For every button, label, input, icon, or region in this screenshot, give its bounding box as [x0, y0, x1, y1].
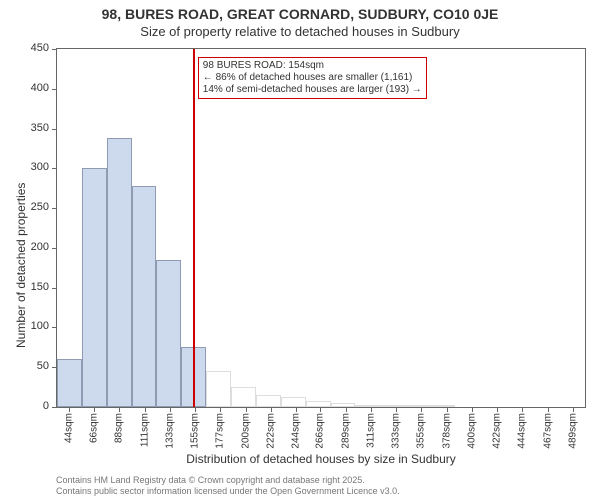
chart-title-desc: Size of property relative to detached ho…: [0, 24, 600, 39]
x-tick: 400sqm: [472, 407, 473, 412]
histogram-bar: [306, 401, 331, 407]
y-tick-label: 350: [31, 122, 49, 134]
x-tick: 355sqm: [421, 407, 422, 412]
histogram-bar: [57, 359, 82, 407]
annotation-box: 98 BURES ROAD: 154sqm ← 86% of detached …: [198, 57, 427, 99]
x-tick: 88sqm: [119, 407, 120, 412]
footer-line1: Contains HM Land Registry data © Crown c…: [56, 475, 400, 485]
y-tick-label: 0: [43, 400, 49, 412]
histogram-bar: [430, 405, 455, 407]
x-tick: 44sqm: [69, 407, 70, 412]
x-tick-label: 333sqm: [391, 413, 402, 449]
x-tick: 244sqm: [296, 407, 297, 412]
x-tick: 489sqm: [573, 407, 574, 412]
x-tick-label: 467sqm: [542, 413, 553, 449]
histogram-bar: [206, 371, 231, 407]
x-tick: 444sqm: [522, 407, 523, 412]
x-tick-label: 444sqm: [516, 413, 527, 449]
y-tick-label: 300: [31, 161, 49, 173]
x-tick-label: 400sqm: [466, 413, 477, 449]
y-tick-label: 50: [37, 360, 49, 372]
x-tick: 422sqm: [497, 407, 498, 412]
x-tick: 155sqm: [195, 407, 196, 412]
x-tick-label: 422sqm: [491, 413, 502, 449]
annotation-line1: 98 BURES ROAD: 154sqm: [203, 60, 422, 72]
y-tick-label: 150: [31, 281, 49, 293]
footer-attribution: Contains HM Land Registry data © Crown c…: [56, 475, 400, 496]
y-axis-label: Number of detached properties: [14, 183, 28, 348]
x-tick-label: 66sqm: [89, 413, 100, 443]
x-tick: 467sqm: [548, 407, 549, 412]
x-tick-label: 222sqm: [265, 413, 276, 449]
x-tick-label: 289sqm: [341, 413, 352, 449]
x-tick-label: 177sqm: [214, 413, 225, 449]
y-tick-label: 450: [31, 42, 49, 54]
histogram-bar: [405, 405, 430, 407]
x-tick: 222sqm: [271, 407, 272, 412]
x-tick-label: 111sqm: [140, 413, 151, 447]
histogram-bar: [156, 260, 181, 407]
footer-line2: Contains public sector information licen…: [56, 486, 400, 496]
property-marker-line: [193, 49, 195, 407]
x-tick: 311sqm: [371, 407, 372, 412]
x-tick: 289sqm: [346, 407, 347, 412]
x-axis-label: Distribution of detached houses by size …: [56, 452, 586, 466]
x-tick-label: 200sqm: [240, 413, 251, 449]
x-tick: 266sqm: [320, 407, 321, 412]
histogram-bar: [281, 397, 306, 407]
y-tick-label: 200: [31, 241, 49, 253]
x-tick-label: 378sqm: [442, 413, 453, 449]
histogram-bar: [231, 387, 256, 407]
x-tick: 111sqm: [145, 407, 146, 412]
y-tick-label: 250: [31, 201, 49, 213]
plot-area: 050100150200250300350400450 44sqm66sqm88…: [56, 48, 586, 408]
x-tick-label: 489sqm: [567, 413, 578, 449]
histogram-bar: [82, 168, 107, 407]
x-tick: 200sqm: [246, 407, 247, 412]
chart-container: 98, BURES ROAD, GREAT CORNARD, SUDBURY, …: [0, 0, 600, 500]
histogram-bar: [355, 405, 380, 407]
chart-title-address: 98, BURES ROAD, GREAT CORNARD, SUDBURY, …: [0, 6, 600, 22]
histogram-bar: [256, 395, 281, 407]
histogram-bar: [107, 138, 132, 407]
x-tick-label: 155sqm: [189, 413, 200, 449]
x-tick-label: 44sqm: [64, 413, 75, 443]
x-tick-label: 311sqm: [366, 413, 377, 448]
x-tick-label: 355sqm: [416, 413, 427, 449]
x-tick: 333sqm: [396, 407, 397, 412]
x-tick: 133sqm: [170, 407, 171, 412]
histogram-bar: [331, 403, 356, 407]
histogram-bar: [480, 406, 505, 407]
x-tick-label: 244sqm: [290, 413, 301, 449]
y-tick-label: 400: [31, 82, 49, 94]
x-tick: 177sqm: [220, 407, 221, 412]
x-tick-label: 266sqm: [315, 413, 326, 449]
bars-layer: [57, 49, 585, 407]
x-tick: 66sqm: [94, 407, 95, 412]
x-tick-label: 133sqm: [165, 413, 176, 449]
histogram-bar: [132, 186, 157, 407]
x-tick-label: 88sqm: [114, 413, 125, 443]
x-tick: 378sqm: [447, 407, 448, 412]
annotation-line2: ← 86% of detached houses are smaller (1,…: [203, 72, 422, 84]
annotation-line3: 14% of semi-detached houses are larger (…: [203, 84, 422, 96]
histogram-bar: [380, 405, 405, 407]
y-tick-label: 100: [31, 320, 49, 332]
